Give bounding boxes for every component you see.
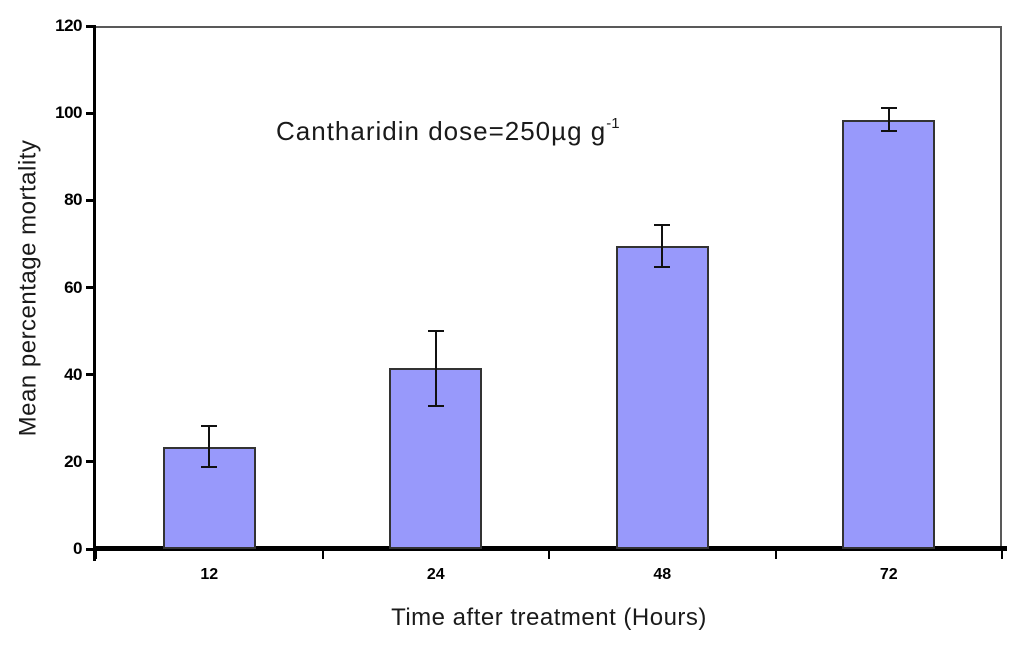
dose-annotation: Cantharidin dose=250µg g-1: [276, 115, 620, 147]
y-axis-tick: [86, 373, 96, 377]
dose-annotation-superscript: -1: [606, 115, 620, 133]
y-tick-label: 40: [64, 364, 82, 384]
y-tick-label: 80: [64, 190, 82, 210]
y-axis-tick: [86, 24, 96, 28]
bar-48h: [615, 246, 709, 549]
y-tick-label: 100: [55, 103, 82, 123]
y-axis-tick: [86, 286, 96, 289]
y-axis-line: [93, 26, 96, 561]
error-bar-cap-top: [654, 224, 671, 227]
x-axis-tick: [321, 551, 324, 559]
x-axis-tick: [1001, 551, 1003, 559]
x-category-label: 72: [879, 566, 898, 583]
dose-annotation-text: Cantharidin dose=250µg g: [276, 116, 607, 146]
y-axis-tick: [86, 460, 96, 464]
x-category-label: 48: [653, 566, 672, 583]
error-bar-cap-top: [201, 425, 218, 428]
error-bar-cap-top: [880, 107, 897, 110]
x-category-label: 24: [426, 566, 445, 583]
y-tick-label: 0: [73, 539, 82, 558]
error-bar-cap-bottom: [654, 266, 671, 269]
error-bar-cap-bottom: [201, 466, 218, 469]
y-axis-tick: [86, 547, 96, 551]
x-axis-tick: [548, 551, 550, 559]
error-bar-line: [434, 330, 437, 406]
y-axis-tick: [86, 198, 96, 202]
y-tick-label: 60: [64, 277, 82, 297]
x-axis-tick: [774, 551, 777, 559]
error-bar-line: [887, 108, 890, 132]
x-axis-title: Time after treatment (Hours): [391, 604, 707, 631]
error-bar-cap-top: [427, 329, 444, 332]
y-tick-label: 120: [55, 16, 82, 35]
x-axis-tick: [95, 551, 97, 559]
x-axis-line: [93, 546, 1007, 551]
y-axis-tick: [86, 111, 96, 115]
error-bar-cap-bottom: [427, 404, 444, 407]
x-category-label: 12: [200, 566, 219, 583]
y-tick-label: 20: [64, 451, 82, 471]
error-bar-line: [208, 426, 211, 468]
bar-72h: [842, 119, 936, 549]
error-bar-cap-bottom: [880, 130, 897, 133]
error-bar-line: [661, 225, 664, 267]
